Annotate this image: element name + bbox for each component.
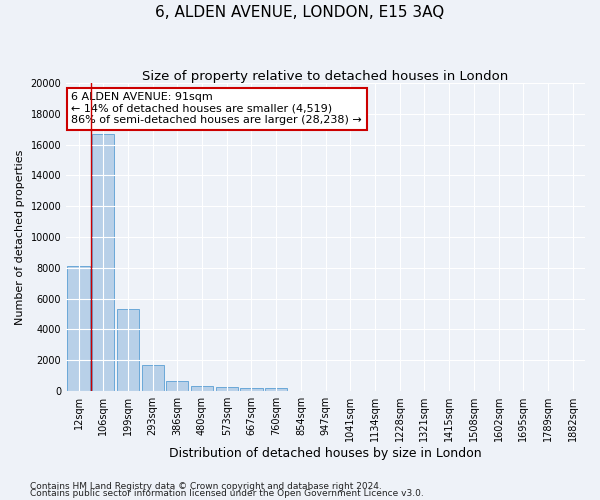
Text: Contains HM Land Registry data © Crown copyright and database right 2024.: Contains HM Land Registry data © Crown c… bbox=[30, 482, 382, 491]
Bar bbox=[241, 388, 263, 391]
Bar bbox=[92, 134, 115, 391]
X-axis label: Distribution of detached houses by size in London: Distribution of detached houses by size … bbox=[169, 447, 482, 460]
Text: 6, ALDEN AVENUE, LONDON, E15 3AQ: 6, ALDEN AVENUE, LONDON, E15 3AQ bbox=[155, 5, 445, 20]
Y-axis label: Number of detached properties: Number of detached properties bbox=[15, 150, 25, 324]
Bar bbox=[142, 365, 164, 391]
Bar bbox=[117, 310, 139, 391]
Text: 6 ALDEN AVENUE: 91sqm
← 14% of detached houses are smaller (4,519)
86% of semi-d: 6 ALDEN AVENUE: 91sqm ← 14% of detached … bbox=[71, 92, 362, 126]
Bar bbox=[191, 386, 213, 391]
Text: Contains public sector information licensed under the Open Government Licence v3: Contains public sector information licen… bbox=[30, 489, 424, 498]
Title: Size of property relative to detached houses in London: Size of property relative to detached ho… bbox=[142, 70, 509, 83]
Bar bbox=[215, 387, 238, 391]
Bar bbox=[166, 381, 188, 391]
Bar bbox=[265, 388, 287, 391]
Bar bbox=[67, 266, 89, 391]
